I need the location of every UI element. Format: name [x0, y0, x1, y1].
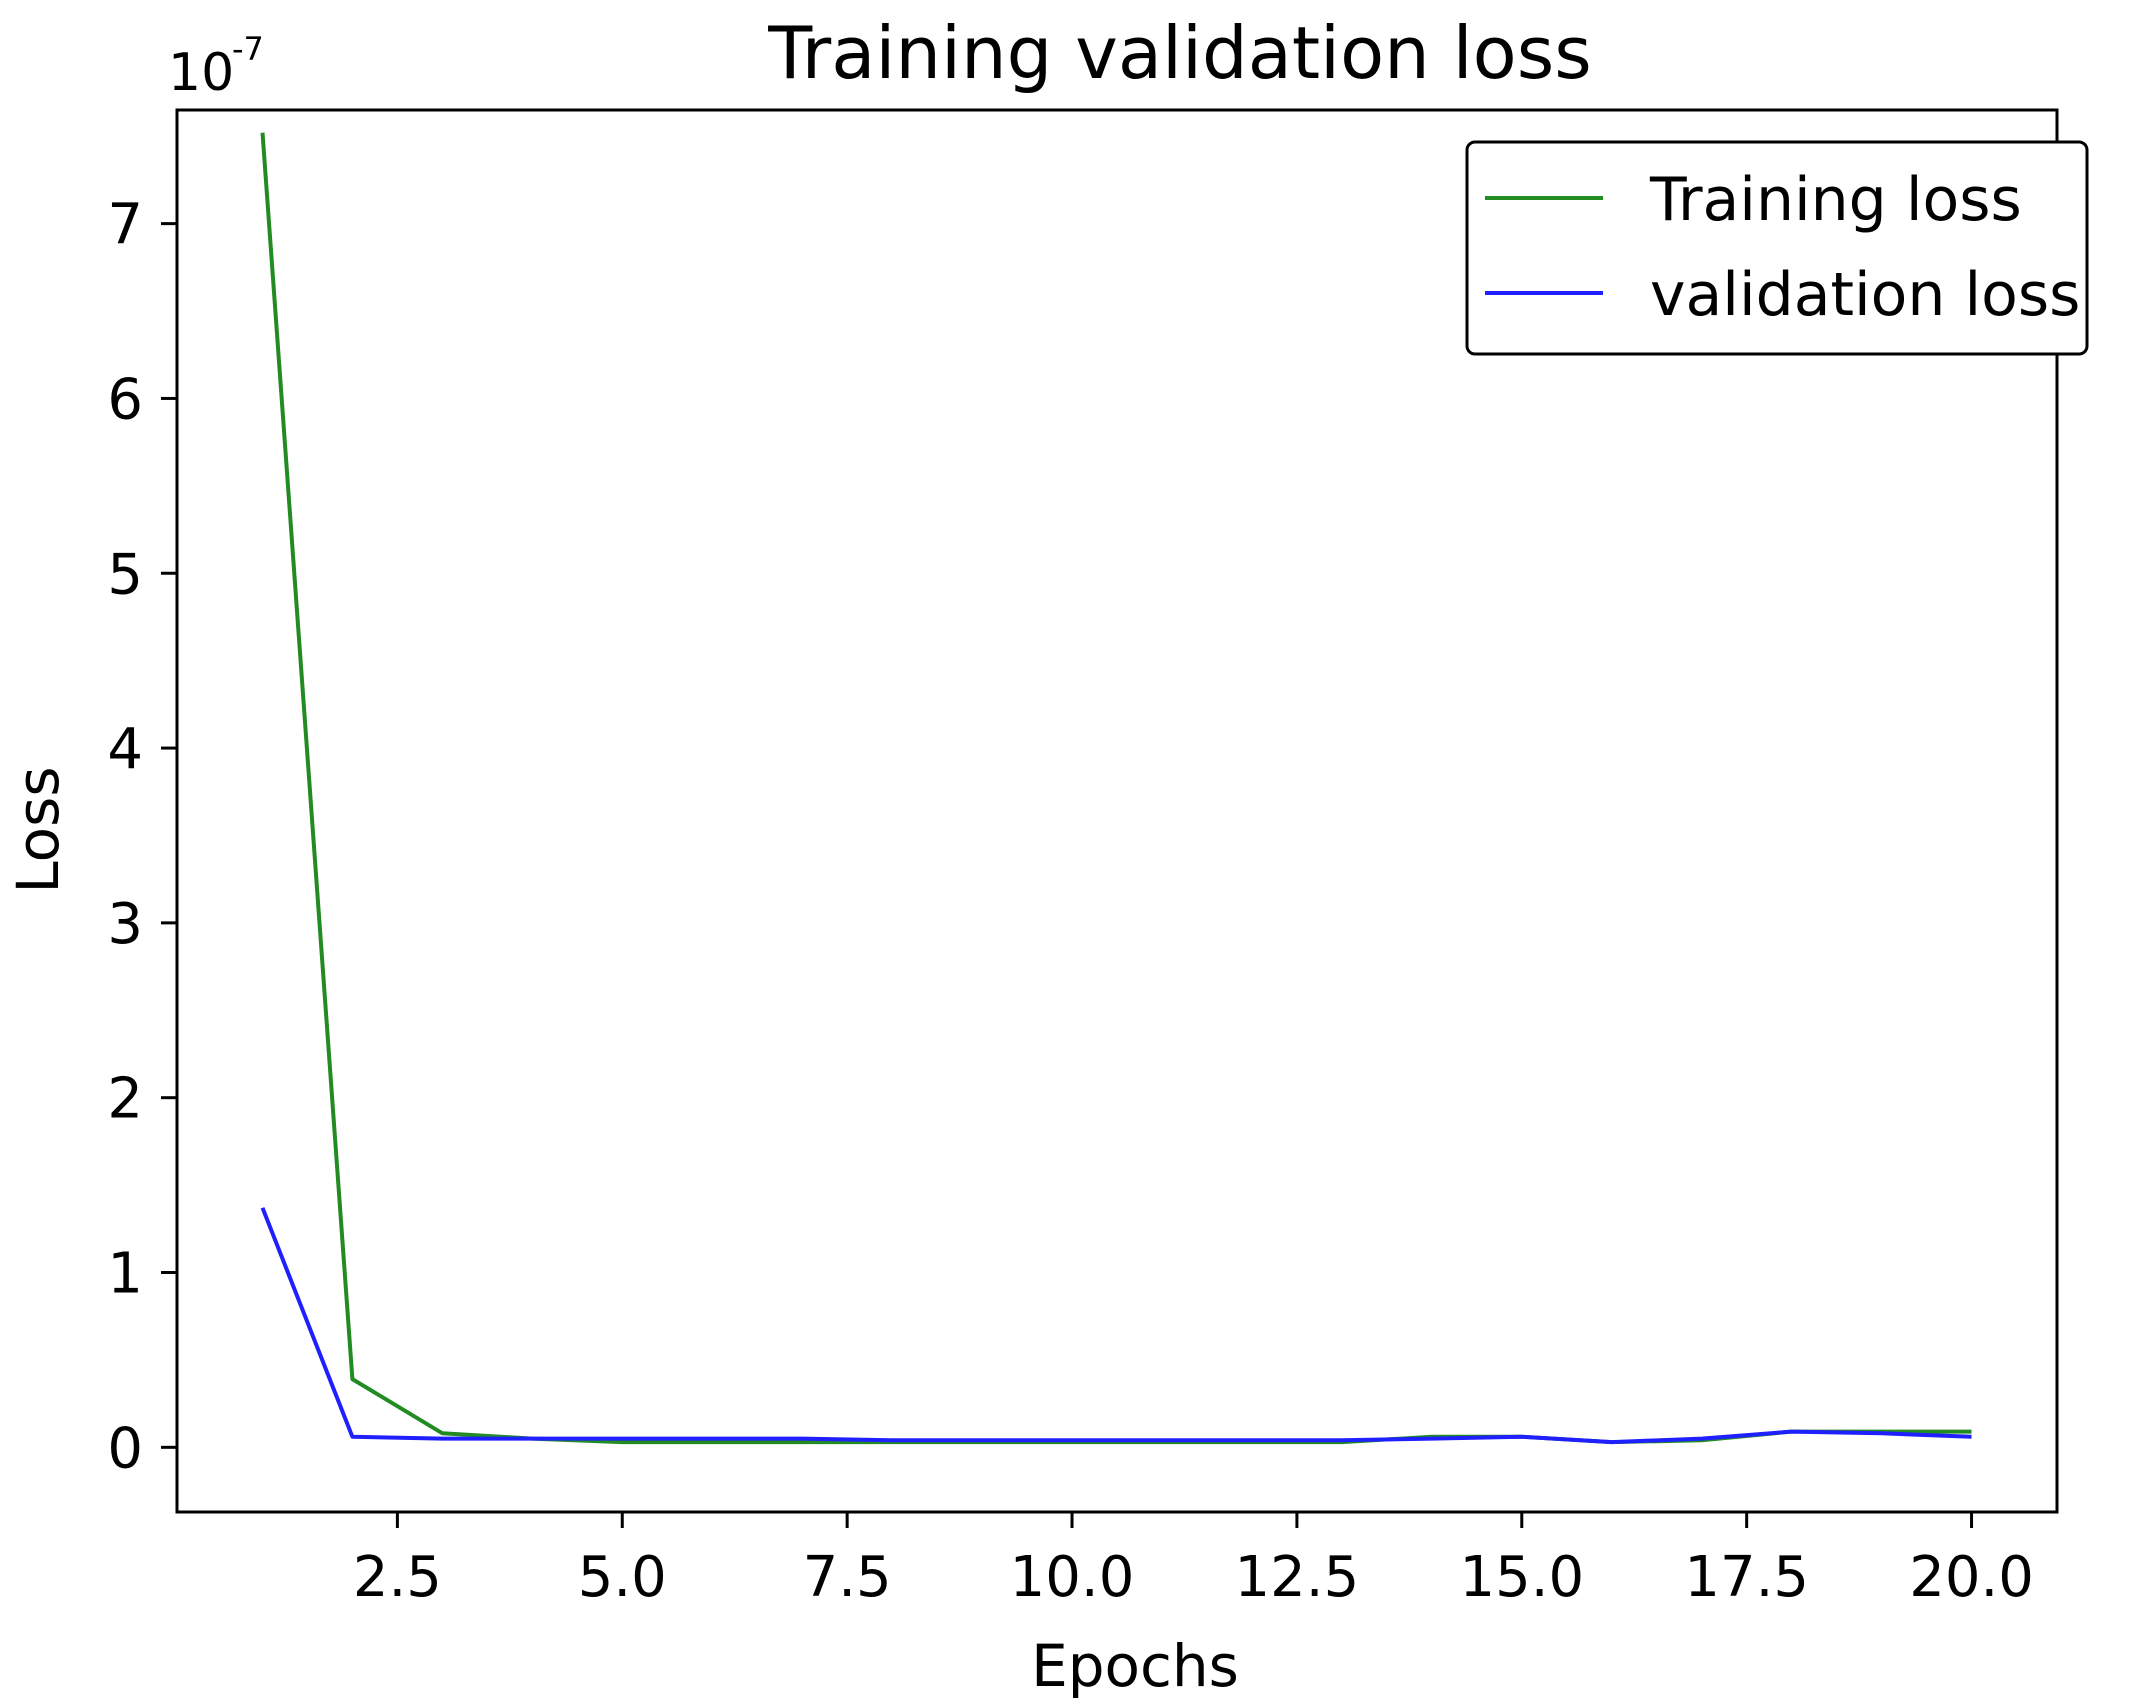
x-tick-label: 5.0	[578, 1545, 667, 1610]
series-lines	[260, 132, 1972, 1445]
y-tick-label: 2	[107, 1067, 143, 1132]
y-tick-label: 7	[107, 193, 143, 258]
y-tick-label: 5	[107, 542, 143, 607]
x-tick-label: 20.0	[1909, 1545, 2034, 1610]
chart-title: Training validation loss	[767, 11, 1591, 95]
y-axis-offset-base: 10	[168, 43, 234, 103]
legend-label-training-loss: Training loss	[1649, 165, 2022, 235]
x-tick-label: 17.5	[1684, 1545, 1809, 1610]
y-tick-label: 0	[107, 1416, 143, 1481]
y-tick-label: 1	[107, 1242, 143, 1307]
y-tick-label: 6	[107, 367, 143, 432]
x-axis-title: Epochs	[1031, 1632, 1239, 1700]
legend-label-validation-loss: validation loss	[1650, 260, 2080, 330]
y-axis-offset-exponent: -7	[232, 30, 264, 68]
x-tick-label: 12.5	[1235, 1545, 1360, 1610]
y-axis: 0 1 2 3 4 5 6 7	[107, 193, 177, 1481]
x-tick-label: 2.5	[353, 1545, 442, 1610]
legend: Training loss validation loss	[1465, 140, 2089, 356]
y-tick-label: 3	[107, 892, 143, 957]
y-axis-title: Loss	[4, 766, 72, 893]
x-tick-label: 7.5	[803, 1545, 892, 1610]
x-tick-label: 10.0	[1010, 1545, 1135, 1610]
y-tick-label: 4	[107, 717, 143, 782]
y-axis-offset: 10 -7	[168, 30, 264, 103]
plot-area-frame	[175, 108, 2059, 1514]
x-axis: 2.5 5.0 7.5 10.0 12.5 15.0 17.5 20.0	[353, 1512, 2034, 1610]
series-line-validation-loss	[260, 1207, 1972, 1445]
legend-box	[1465, 140, 2089, 356]
x-tick-label: 15.0	[1459, 1545, 1584, 1610]
